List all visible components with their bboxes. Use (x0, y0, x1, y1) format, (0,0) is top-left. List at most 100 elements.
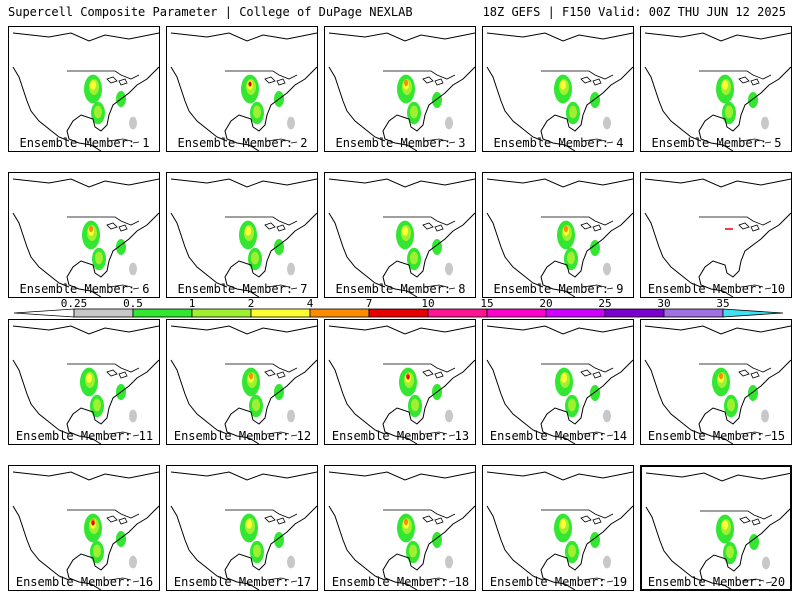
scp-field-mid (410, 251, 418, 265)
member-caption: Ensemble Member: 19 (489, 575, 628, 589)
scp-field-high (246, 519, 252, 529)
us-canada-border (700, 510, 773, 520)
scp-field-orange (404, 518, 408, 526)
north-america-map (486, 325, 633, 444)
colorbar-legend: 0.25 0.5 1 2 4 7 10 15 20 25 30 35 (13, 297, 784, 318)
us-canada-border (699, 363, 772, 373)
north-america-map (12, 325, 159, 444)
scp-field-mid (567, 251, 575, 265)
north-america-map (644, 32, 791, 151)
colorbar-tick-label: 2 (248, 297, 255, 310)
scp-field-weak (445, 116, 453, 130)
scp-field-weak (603, 555, 611, 569)
north-america-map (328, 32, 475, 151)
great-lakes (739, 516, 761, 526)
member-map-panel (324, 172, 476, 298)
caribbean-islands (266, 577, 298, 583)
great-lakes (580, 515, 602, 525)
member-caption: Ensemble Member: 3 (335, 136, 466, 150)
us-canada-border (541, 363, 614, 373)
scp-field-mid (411, 398, 419, 412)
caribbean-islands (740, 284, 772, 290)
scp-field-low (432, 92, 442, 108)
caribbean-islands (424, 431, 456, 437)
caribbean-islands (582, 138, 614, 144)
colorbar-segment (132, 308, 193, 318)
great-lakes (422, 515, 444, 525)
scp-field-weak (287, 409, 295, 423)
member-map-panel (482, 172, 634, 298)
member-caption: Ensemble Member: 15 (647, 429, 786, 443)
scp-field-mid (95, 251, 103, 265)
us-canada-border (225, 216, 298, 226)
colorbar-segment (486, 308, 547, 318)
coastline (486, 32, 633, 151)
member-caption: Ensemble Member: 11 (15, 429, 154, 443)
scp-field-weak (603, 116, 611, 130)
caribbean-islands (740, 138, 772, 144)
caribbean-islands (741, 578, 773, 584)
us-canada-border (383, 216, 456, 226)
member-caption: Ensemble Member: 14 (489, 429, 628, 443)
run-valid-time: 18Z GEFS | F150 Valid: 00Z THU JUN 12 20… (482, 5, 786, 19)
coastline (12, 325, 159, 444)
scp-field-low (749, 534, 759, 550)
colorbar-segment (604, 308, 665, 318)
caribbean-islands (108, 284, 140, 290)
scp-field-high (86, 373, 92, 383)
coastline (328, 471, 475, 590)
member-caption: Ensemble Member: 18 (331, 575, 470, 589)
member-caption: Ensemble Member: 2 (177, 136, 308, 150)
scp-field-weak (129, 409, 137, 423)
scp-field-weak (761, 409, 769, 423)
scp-field-mid (253, 544, 261, 558)
scp-field-mid (410, 105, 418, 119)
coastline (645, 472, 790, 589)
colorbar-segment (191, 308, 252, 318)
scp-field-orange (564, 225, 568, 233)
member-map-panel (8, 465, 160, 591)
coastline (12, 32, 159, 151)
member-caption: Ensemble Member: 8 (335, 282, 466, 296)
member-map-panel (482, 465, 634, 591)
scp-field-low (116, 531, 126, 547)
us-canada-border (67, 509, 140, 519)
scp-field-high (561, 373, 567, 383)
colorbar-left-arrow (13, 308, 75, 318)
caribbean-islands (424, 138, 456, 144)
north-america-map (644, 325, 791, 444)
scp-field-weak (129, 555, 137, 569)
coastline (486, 471, 633, 590)
great-lakes (738, 76, 760, 86)
scp-field-mid (568, 544, 576, 558)
colorbar-right-arrow (722, 308, 784, 318)
scp-field-low (590, 385, 600, 401)
north-america-map (486, 471, 633, 590)
north-america-map (170, 178, 317, 297)
scp-field-red (91, 520, 95, 526)
member-map-panel (8, 172, 160, 298)
us-canada-border (67, 363, 140, 373)
colorbar-tick-label: 30 (657, 297, 670, 310)
great-lakes (106, 222, 128, 232)
scp-field-low (748, 385, 758, 401)
caribbean-islands (108, 577, 140, 583)
coastline (170, 32, 317, 151)
great-lakes (422, 222, 444, 232)
us-canada-border (225, 509, 298, 519)
scp-field-low (590, 92, 600, 108)
great-lakes (264, 369, 286, 379)
scp-field-mid (569, 105, 577, 119)
north-america-map (486, 178, 633, 297)
scp-field-low (748, 92, 758, 108)
scp-field-high (722, 80, 728, 90)
member-map-panel (8, 319, 160, 445)
scp-field-weak (129, 116, 137, 130)
scp-field-weak (603, 262, 611, 276)
member-caption: Ensemble Member: 6 (19, 282, 150, 296)
member-map-panel (640, 465, 792, 591)
scp-field-high (722, 520, 728, 530)
colorbar-tick-label: 0.25 (61, 297, 88, 310)
coastline (486, 325, 633, 444)
great-lakes (106, 515, 128, 525)
